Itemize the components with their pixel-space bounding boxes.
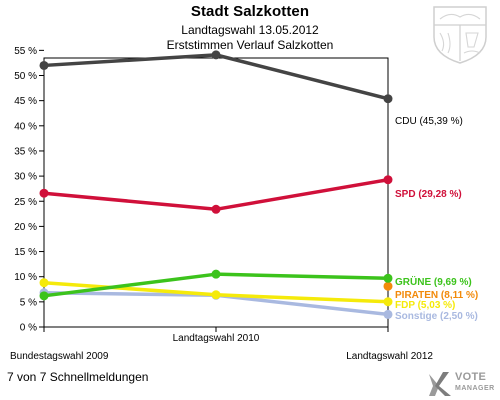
x-tick-label-2: Landtagswahl 2012	[346, 351, 433, 362]
votemanager-logo-text: VOTE MANAGER	[455, 372, 495, 394]
x-tick-label-0: Bundestagswahl 2009	[10, 351, 109, 362]
point-fdp-1	[211, 290, 221, 300]
chart-subtitle-election: Landtagswahl 13.05.2012	[181, 23, 319, 37]
data-label-fdp: FDP (5,03 %)	[395, 300, 455, 311]
x-tick-label-1: Landtagswahl 2010	[173, 333, 260, 344]
y-tick-label-5: 5 %	[20, 297, 37, 308]
data-label-cdu: CDU (45,39 %)	[395, 116, 463, 127]
y-tick-label-35: 35 %	[14, 146, 37, 157]
point-cdu-1	[211, 50, 221, 60]
y-tick-label-15: 15 %	[14, 247, 37, 258]
chart-subtitle-description: Erststimmen Verlauf Salzkotten	[166, 38, 334, 52]
logo-word: VOTE	[455, 371, 487, 383]
y-tick-label-40: 40 %	[14, 121, 37, 132]
data-label-gruene: GRÜNE (9,69 %)	[395, 275, 472, 288]
point-spd-0	[39, 188, 49, 198]
point-cdu-0	[39, 60, 49, 70]
point-cdu-2	[383, 94, 393, 104]
coat-of-arms-icon	[433, 6, 487, 64]
point-fdp-0	[39, 278, 49, 288]
chart-title: Stadt Salzkotten	[190, 3, 310, 20]
plot-frame	[43, 57, 389, 328]
point-piraten-2	[383, 281, 393, 291]
y-tick-label-10: 10 %	[14, 272, 37, 283]
point-fdp-2	[383, 297, 393, 307]
point-gruene-2	[383, 273, 393, 283]
point-gruene-0	[39, 291, 49, 301]
y-tick-label-50: 50 %	[14, 71, 37, 82]
data-label-sonstige: Sonstige (2,50 %)	[395, 311, 478, 322]
point-gruene-1	[211, 269, 221, 279]
y-tick-label-30: 30 %	[14, 172, 37, 183]
point-sonstige-2	[383, 309, 393, 319]
y-tick-label-25: 25 %	[14, 197, 37, 208]
y-tick-label-55: 55 %	[14, 46, 37, 57]
votemanager-logo-icon	[429, 372, 451, 396]
status-text: 7 von 7 Schnellmeldungen	[7, 370, 149, 384]
y-tick-label-45: 45 %	[14, 96, 37, 107]
y-tick-label-0: 0 %	[20, 323, 37, 334]
data-label-spd: SPD (29,28 %)	[395, 189, 462, 200]
point-spd-1	[211, 204, 221, 214]
y-tick-label-20: 20 %	[14, 222, 37, 233]
data-label-piraten: PIRATEN (8,11 %)	[395, 290, 478, 301]
logo-sub: MANAGER	[455, 385, 495, 392]
point-spd-2	[383, 175, 393, 185]
